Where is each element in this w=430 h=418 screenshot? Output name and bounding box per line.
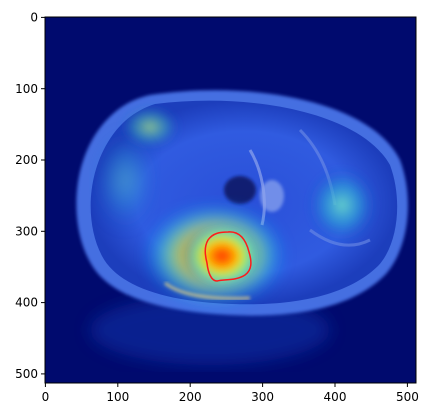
x-tick-label: 0 [42, 390, 50, 404]
axes-frame [44, 16, 417, 384]
x-tick-label: 300 [251, 390, 274, 404]
y-tick-label: 0 [30, 11, 38, 25]
ventricle-bright [260, 180, 284, 212]
y-tick-label: 400 [15, 296, 38, 310]
x-tick-label: 200 [179, 390, 202, 404]
x-tick-label: 100 [106, 390, 129, 404]
activation-right [307, 167, 377, 243]
x-tick-label: 500 [396, 390, 419, 404]
y-axis: 0 100 200 300 400 500 [15, 11, 45, 381]
tumor-contour [204, 231, 252, 282]
activation-left [95, 130, 155, 230]
y-tick-label: 100 [15, 82, 38, 96]
ventricle-dark [224, 176, 256, 204]
y-tick-label: 300 [15, 224, 38, 238]
mri-image [45, 17, 416, 383]
activation-hotspot-core [184, 224, 260, 288]
y-tick-label: 200 [15, 153, 38, 167]
midline-structure [248, 149, 266, 226]
x-tick-label: 400 [324, 390, 347, 404]
y-tick-label: 500 [15, 367, 38, 381]
bottom-rim-highlight [164, 281, 251, 300]
x-axis: 0 100 200 300 400 500 [42, 383, 419, 404]
